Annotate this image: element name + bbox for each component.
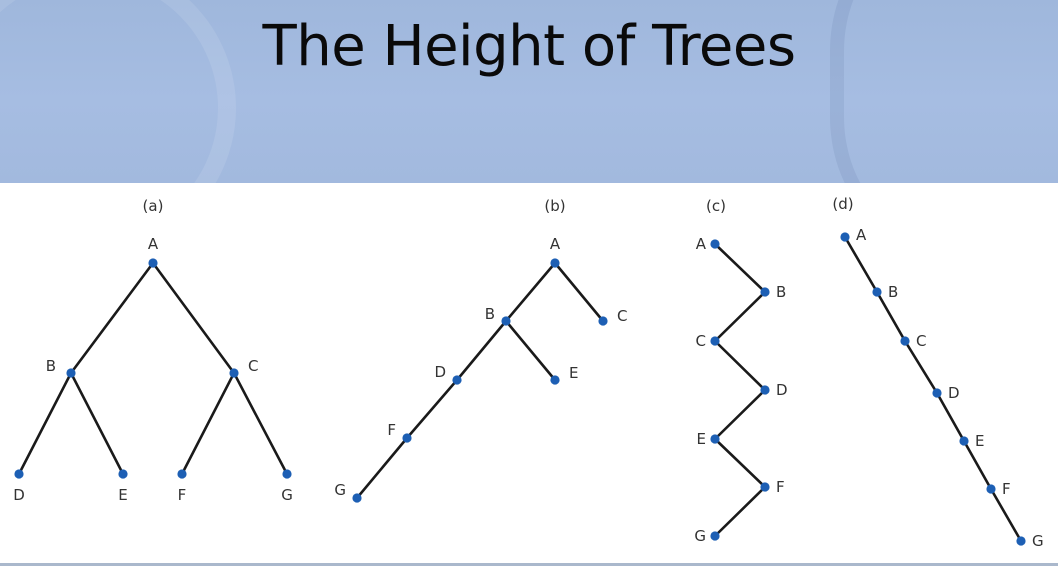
diagram-panel: (a) A B C D E F G (b) A B C D E F G (c) A B C D E F G (d) A B C D E F G	[0, 183, 1058, 564]
node-label: C	[696, 332, 706, 350]
slide-title: The Height of Trees	[262, 14, 797, 79]
node-label: C	[617, 307, 627, 325]
tree-node	[986, 484, 996, 494]
node-label: F	[1002, 480, 1011, 498]
tree-edge	[713, 339, 767, 392]
tree-node	[452, 375, 462, 385]
node-label: F	[178, 486, 187, 504]
node-label: A	[856, 226, 867, 244]
tree-caption: (a)	[143, 197, 164, 215]
tree-edge	[962, 439, 993, 491]
tree-edge	[843, 235, 879, 294]
tree-edge	[504, 319, 557, 382]
tree-node	[760, 482, 770, 492]
tree-node	[1016, 536, 1026, 546]
node-label: D	[948, 384, 960, 402]
tree-edge	[713, 242, 767, 294]
node-label: G	[694, 527, 706, 545]
tree-node	[66, 368, 76, 378]
node-label: G	[334, 481, 346, 499]
tree-node	[840, 232, 850, 242]
node-label: B	[485, 305, 495, 323]
tree-edge	[455, 319, 508, 382]
tree-node	[760, 385, 770, 395]
tree-edge	[875, 290, 907, 343]
node-label: G	[1032, 532, 1044, 550]
tree-node	[501, 316, 511, 326]
title-banner: The Height of Trees	[0, 0, 1058, 183]
tree-edge	[151, 261, 236, 375]
tree-node	[402, 433, 412, 443]
tree-node	[959, 436, 969, 446]
tree-edge	[935, 391, 966, 443]
tree-edge	[713, 437, 767, 489]
tree-node	[177, 469, 187, 479]
node-label: E	[697, 430, 706, 448]
tree-node	[710, 434, 720, 444]
tree-edge	[69, 261, 155, 375]
node-label: E	[118, 486, 127, 504]
node-label: A	[148, 235, 159, 253]
tree-d: (d)A B C D E F G	[832, 195, 1043, 550]
tree-edge	[989, 487, 1023, 543]
tree-caption: (b)	[544, 197, 565, 215]
tree-edge	[713, 485, 767, 538]
node-label: B	[776, 283, 786, 301]
tree-node	[710, 531, 720, 541]
tree-edge	[903, 339, 939, 395]
node-label: D	[13, 486, 25, 504]
tree-c: (c) A B C D E F G	[694, 197, 787, 545]
tree-node	[14, 469, 24, 479]
tree-edge	[355, 436, 409, 500]
tree-edge	[553, 261, 605, 323]
tree-edge	[232, 371, 289, 476]
tree-node	[550, 258, 560, 268]
tree-edge	[713, 388, 767, 441]
tree-edge	[180, 371, 236, 476]
tree-node	[710, 336, 720, 346]
tree-node	[872, 287, 882, 297]
tree-b: (b) A B C D E F G	[334, 197, 627, 503]
node-label: C	[916, 332, 926, 350]
tree-node	[550, 375, 560, 385]
node-label: G	[281, 486, 293, 504]
tree-edge	[17, 371, 73, 476]
tree-node	[598, 316, 608, 326]
node-label: E	[975, 432, 984, 450]
node-label: A	[696, 235, 707, 253]
tree-node	[932, 388, 942, 398]
bottom-rule	[0, 563, 1058, 566]
tree-edge	[504, 261, 557, 323]
tree-node	[118, 469, 128, 479]
tree-node	[148, 258, 158, 268]
tree-caption: (d)	[832, 195, 853, 213]
banner-decoration	[830, 0, 1058, 183]
node-label: D	[434, 363, 446, 381]
tree-caption: (c)	[706, 197, 726, 215]
node-label: F	[776, 478, 785, 496]
node-label: B	[888, 283, 898, 301]
tree-node	[352, 493, 362, 503]
tree-node	[710, 239, 720, 249]
node-label: E	[569, 364, 578, 382]
node-label: B	[46, 357, 56, 375]
tree-node	[229, 368, 239, 378]
tree-edge	[405, 378, 459, 440]
node-label: A	[550, 235, 561, 253]
node-label: F	[387, 421, 396, 439]
tree-node	[282, 469, 292, 479]
tree-node	[900, 336, 910, 346]
tree-a: (a) A B C D E F G	[13, 197, 293, 504]
tree-edge	[713, 290, 767, 343]
node-label: D	[776, 381, 788, 399]
node-label: C	[248, 357, 258, 375]
tree-node	[760, 287, 770, 297]
tree-edge	[69, 371, 125, 476]
